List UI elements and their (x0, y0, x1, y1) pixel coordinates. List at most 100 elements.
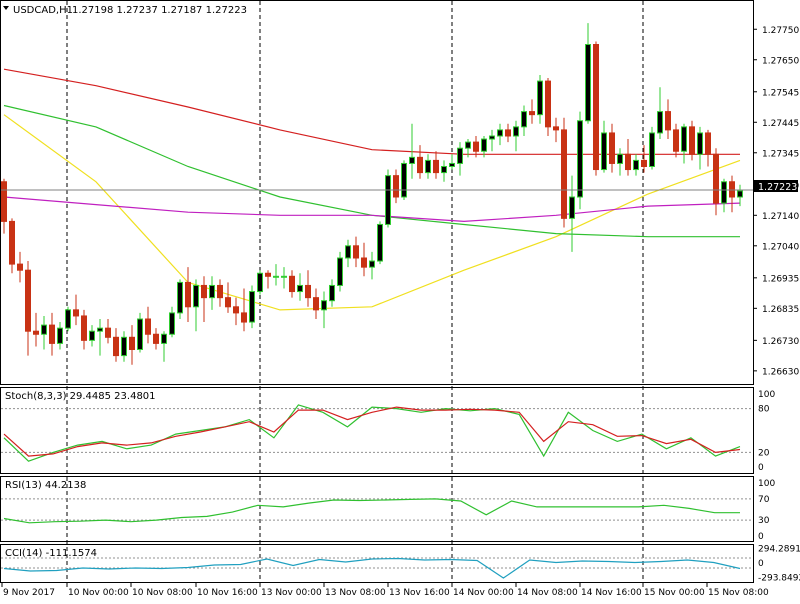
rsi-tick-label: 30 (758, 516, 770, 526)
candle (89, 325, 95, 347)
candle (233, 297, 239, 326)
candle-body (89, 330, 95, 341)
candle (457, 142, 463, 176)
candle-body (337, 257, 343, 286)
stoch-tick-label: 20 (758, 448, 770, 458)
candle-body (113, 336, 119, 357)
candle (569, 175, 575, 252)
candle (17, 251, 23, 283)
candle-body (425, 159, 431, 174)
moving-average-line (3, 196, 741, 223)
x-tick-label: 13 Nov 08:00 (325, 588, 386, 598)
candle-body (233, 306, 239, 314)
candle (265, 270, 271, 289)
candle-body (657, 111, 663, 134)
candle-body (225, 297, 231, 308)
candle-body (449, 162, 455, 167)
rsi-tick-label: 0 (758, 532, 764, 542)
ohlc-text: 1.27198 1.27237 1.27187 1.27223 (72, 5, 247, 16)
cci-label: CCI(14) -111.1574 (5, 548, 97, 559)
candle-body (561, 129, 567, 219)
x-tick-label: 14 Nov 00:00 (453, 588, 514, 598)
candle (1, 178, 7, 234)
candle-body (713, 153, 719, 204)
candle (345, 239, 351, 268)
candle (225, 282, 231, 313)
candle (561, 117, 567, 228)
x-tick-label: 15 Nov 08:00 (708, 588, 769, 598)
candle (321, 291, 327, 329)
candle (169, 306, 175, 338)
candle-body (617, 153, 623, 164)
candle (113, 328, 119, 362)
price-tick-label: 1.26730 (762, 337, 799, 347)
candle (193, 279, 199, 332)
candle (353, 236, 359, 268)
candle (585, 23, 591, 124)
stoch-signal-line (3, 406, 741, 457)
candle-body (313, 297, 319, 311)
stoch-tick-label: 0 (758, 463, 764, 473)
candle (73, 294, 79, 326)
candle (313, 288, 319, 319)
candles (1, 23, 743, 365)
candle-body (169, 312, 175, 335)
candle-body (401, 162, 407, 198)
candle-body (121, 336, 127, 357)
candle (217, 279, 223, 307)
candle (433, 151, 439, 179)
candle (481, 136, 487, 158)
candle-body (145, 318, 151, 335)
candle-body (553, 126, 559, 131)
candle-body (1, 181, 7, 222)
candle-body (505, 129, 511, 137)
candle (9, 218, 15, 274)
candle-body (481, 138, 487, 152)
candle (129, 325, 135, 365)
rsi-label: RSI(13) 44.2138 (5, 480, 86, 491)
candle (177, 279, 183, 319)
candle-body (513, 126, 519, 137)
candle (41, 315, 47, 350)
candle-body (649, 132, 655, 167)
candle (697, 126, 703, 170)
price-tick-label: 1.27040 (762, 242, 799, 252)
candle (465, 139, 471, 158)
candle (505, 123, 511, 143)
candle (297, 273, 303, 301)
candle (305, 270, 311, 307)
candle-body (305, 284, 311, 299)
candle (377, 221, 383, 265)
candle-body (177, 281, 183, 314)
stoch-panel-frame (0, 387, 754, 474)
candle-body (417, 156, 423, 174)
x-tick-label: 9 Nov 2017 (3, 588, 55, 598)
candle (713, 148, 719, 216)
candle-body (441, 166, 447, 174)
price-tick-label: 1.27650 (762, 56, 799, 66)
x-tick-label: 10 Nov 16:00 (197, 588, 258, 598)
cci-tick-label: 294.2891 (758, 544, 800, 554)
candle (337, 251, 343, 292)
candle (521, 105, 527, 136)
candle (721, 178, 727, 213)
candle-body (737, 190, 743, 198)
candle-body (57, 327, 63, 344)
candle (145, 306, 151, 344)
candle (161, 331, 167, 362)
candle (385, 169, 391, 228)
candle (601, 120, 607, 173)
candle (625, 139, 631, 176)
price-tick-label: 1.27345 (762, 149, 799, 159)
candle (49, 312, 55, 356)
candle (209, 276, 215, 310)
candle-body (137, 318, 143, 350)
candle (409, 123, 415, 179)
candle (737, 184, 743, 207)
candle (657, 87, 663, 140)
candle-body (537, 80, 543, 116)
candle-body (265, 272, 271, 277)
stoch-tick-label: 80 (758, 405, 770, 415)
candle (401, 160, 407, 201)
